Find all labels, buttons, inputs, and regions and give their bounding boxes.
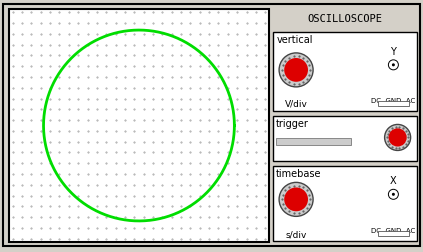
Bar bbox=[377, 102, 409, 107]
FancyBboxPatch shape bbox=[3, 5, 420, 246]
FancyBboxPatch shape bbox=[273, 33, 417, 112]
Ellipse shape bbox=[388, 60, 398, 71]
Ellipse shape bbox=[284, 59, 308, 82]
Text: trigger: trigger bbox=[276, 119, 309, 129]
Ellipse shape bbox=[388, 129, 407, 147]
Bar bbox=[377, 231, 409, 236]
FancyBboxPatch shape bbox=[273, 166, 417, 241]
Text: V/div: V/div bbox=[285, 99, 308, 108]
Text: DC  GND  AC: DC GND AC bbox=[371, 227, 415, 233]
Text: Y: Y bbox=[390, 47, 396, 57]
Bar bbox=[276, 139, 351, 146]
Text: OSCILLOSCOPE: OSCILLOSCOPE bbox=[307, 14, 382, 24]
Ellipse shape bbox=[279, 183, 313, 216]
Ellipse shape bbox=[385, 125, 411, 151]
Text: vertical: vertical bbox=[276, 35, 313, 45]
FancyBboxPatch shape bbox=[273, 116, 417, 162]
Text: s/div: s/div bbox=[286, 229, 307, 238]
Text: DC  GND  AC: DC GND AC bbox=[371, 98, 415, 104]
Ellipse shape bbox=[284, 188, 308, 211]
FancyBboxPatch shape bbox=[9, 10, 269, 242]
Ellipse shape bbox=[392, 193, 395, 196]
Ellipse shape bbox=[279, 54, 313, 87]
Ellipse shape bbox=[388, 190, 398, 200]
Text: timebase: timebase bbox=[276, 169, 322, 178]
Ellipse shape bbox=[392, 64, 395, 67]
Text: X: X bbox=[390, 176, 397, 186]
